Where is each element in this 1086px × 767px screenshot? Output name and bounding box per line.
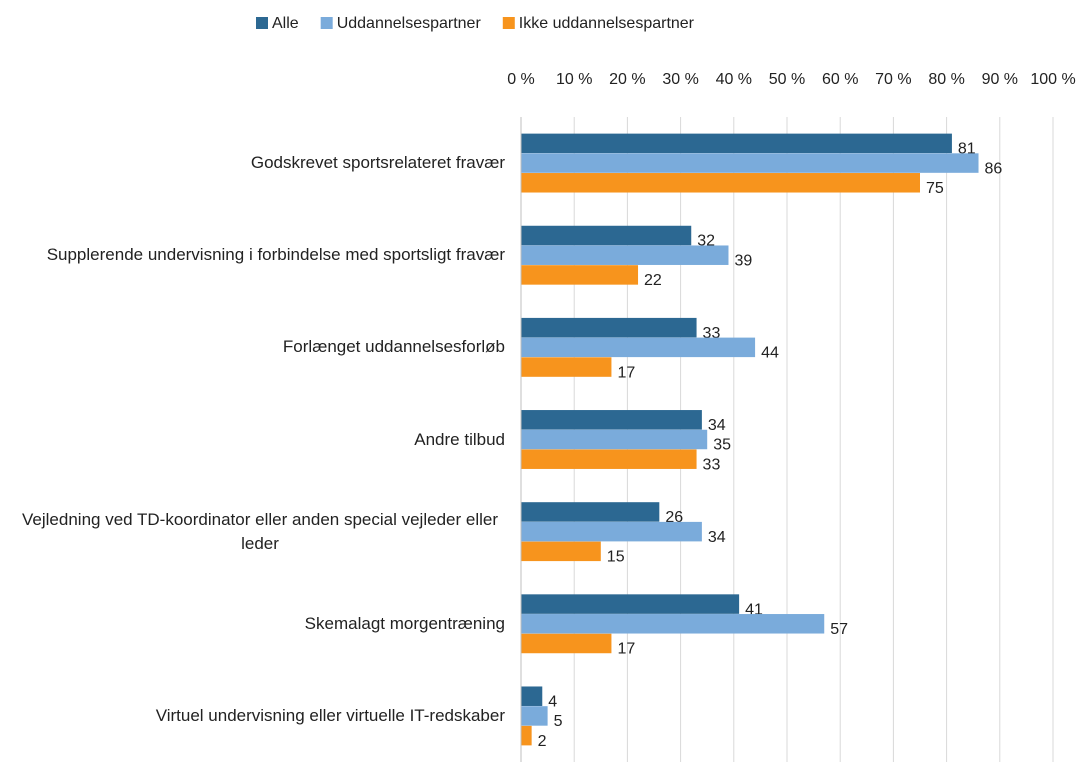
data-label: 39 bbox=[734, 252, 752, 269]
category-label-box: Godskrevet sportsrelateret fravær bbox=[0, 123, 505, 203]
category-label-box: Skemalagt morgentræning bbox=[0, 584, 505, 664]
category-label-box: Vejledning ved TD-koordinator eller ande… bbox=[0, 492, 505, 572]
bar bbox=[521, 245, 729, 265]
x-tick-label: 10 % bbox=[556, 71, 592, 88]
bar bbox=[521, 173, 920, 193]
y-tick-label: Skemalagt morgentræning bbox=[304, 613, 505, 633]
legend-label: Alle bbox=[272, 15, 299, 32]
category-label-box: Forlænget uddannelsesforløb bbox=[0, 307, 505, 387]
bar bbox=[521, 614, 825, 634]
y-tick-label: Godskrevet sportsrelateret fravær bbox=[250, 153, 505, 173]
bar bbox=[521, 449, 697, 469]
y-tick-label: Vejledning ved TD-koordinator eller ande… bbox=[22, 509, 498, 553]
x-tick-label: 0 % bbox=[507, 71, 535, 88]
bar bbox=[521, 725, 532, 746]
data-label: 34 bbox=[708, 417, 726, 434]
bar bbox=[521, 265, 639, 285]
data-label: 17 bbox=[617, 364, 635, 381]
x-tick-label: 80 % bbox=[928, 71, 964, 88]
category-label-box: Virtuel undervisning eller virtuelle IT-… bbox=[0, 676, 505, 756]
x-tick-label: 30 % bbox=[662, 71, 698, 88]
y-tick-label: Virtuel undervisning eller virtuelle IT-… bbox=[155, 705, 505, 725]
bar bbox=[521, 541, 601, 562]
bar bbox=[521, 410, 702, 430]
bar bbox=[521, 357, 612, 377]
bar bbox=[521, 686, 543, 706]
data-label: 35 bbox=[713, 437, 731, 454]
data-label: 4 bbox=[548, 693, 557, 710]
bar bbox=[521, 429, 708, 450]
legend-label: Ikke uddannelsespartner bbox=[519, 15, 695, 32]
bar bbox=[521, 317, 697, 338]
legend-swatch bbox=[502, 17, 515, 29]
data-label: 17 bbox=[617, 641, 635, 658]
legend-label: Uddannelsespartner bbox=[337, 15, 482, 32]
x-tick-label: 60 % bbox=[822, 71, 858, 88]
x-tick-label: 90 % bbox=[982, 71, 1018, 88]
bar bbox=[521, 502, 660, 522]
y-tick-label: Andre tilbud bbox=[414, 429, 505, 449]
data-label: 57 bbox=[830, 621, 848, 638]
x-tick-label: 40 % bbox=[716, 71, 752, 88]
bar bbox=[521, 225, 692, 246]
x-tick-label: 20 % bbox=[609, 71, 645, 88]
bar bbox=[521, 133, 952, 154]
data-label: 34 bbox=[708, 529, 726, 546]
data-label: 22 bbox=[644, 272, 662, 289]
y-tick-label: Supplerende undervisning i forbindelse m… bbox=[46, 245, 505, 265]
data-label: 86 bbox=[985, 160, 1003, 177]
x-tick-label: 50 % bbox=[769, 71, 805, 88]
category-label-box: Andre tilbud bbox=[0, 400, 505, 480]
data-label: 15 bbox=[607, 549, 625, 566]
x-tick-label: 70 % bbox=[875, 71, 911, 88]
data-label: 2 bbox=[538, 733, 547, 750]
bar bbox=[521, 153, 979, 173]
bar bbox=[521, 633, 612, 654]
x-tick-label: 100 % bbox=[1030, 71, 1075, 88]
bar bbox=[521, 337, 756, 358]
legend-swatch bbox=[256, 17, 268, 29]
bar bbox=[521, 594, 740, 614]
bar bbox=[521, 706, 548, 726]
data-label: 33 bbox=[703, 456, 721, 473]
bar bbox=[521, 521, 702, 542]
data-label: 5 bbox=[554, 713, 563, 730]
legend-swatch bbox=[320, 17, 333, 29]
data-label: 75 bbox=[926, 180, 944, 197]
category-label-box: Supplerende undervisning i forbindelse m… bbox=[0, 215, 505, 295]
data-label: 44 bbox=[761, 345, 779, 362]
y-tick-label: Forlænget uddannelsesforløb bbox=[282, 337, 505, 357]
